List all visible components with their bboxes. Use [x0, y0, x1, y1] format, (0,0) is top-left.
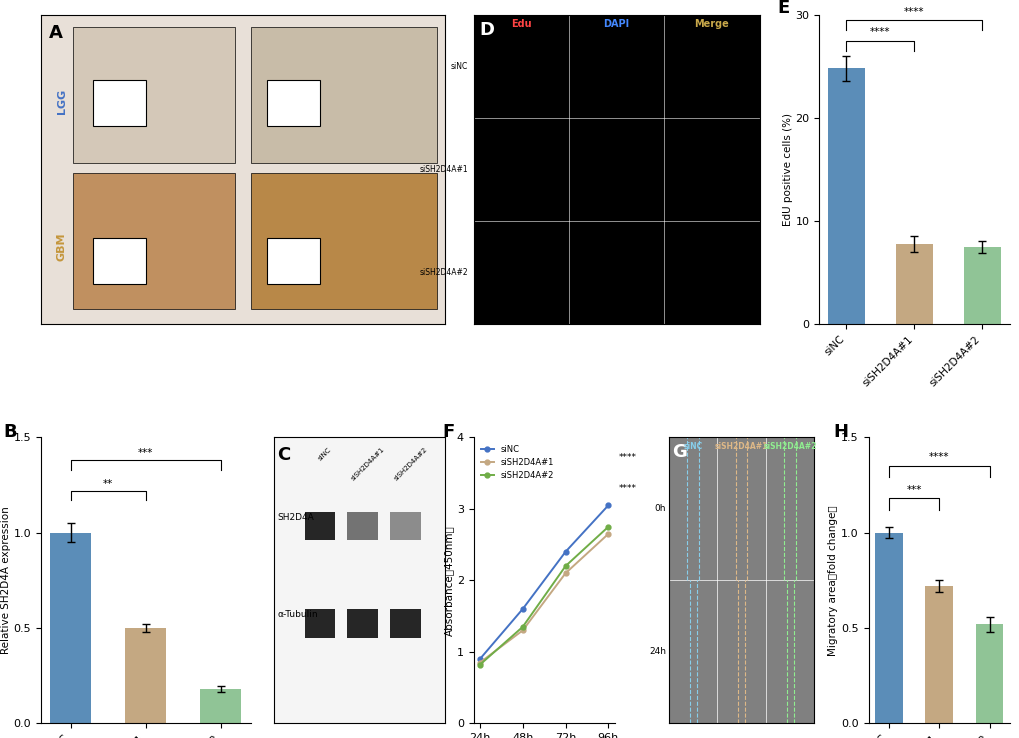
Y-axis label: Migratory area（fold change）: Migratory area（fold change） — [827, 505, 838, 655]
FancyBboxPatch shape — [267, 80, 320, 126]
Text: ***: *** — [138, 449, 153, 458]
Text: G: G — [672, 444, 686, 461]
Text: DAPI: DAPI — [603, 19, 629, 30]
siSH2D4A#2 — [601, 523, 613, 531]
Bar — [895, 244, 932, 324]
siSH2D4A#1 — [558, 569, 571, 578]
FancyBboxPatch shape — [73, 173, 234, 309]
Text: α-Tubulin: α-Tubulin — [277, 610, 317, 619]
Line: siSH2D4A#2: siSH2D4A#2 — [477, 524, 610, 667]
Text: C: C — [277, 446, 290, 464]
Text: ****: **** — [903, 7, 924, 17]
siSH2D4A#2 — [517, 622, 529, 631]
Text: siNC: siNC — [450, 62, 468, 71]
siSH2D4A#1 — [601, 529, 613, 538]
Text: siSH2D4A#2: siSH2D4A#2 — [763, 442, 816, 451]
Text: siNC: siNC — [683, 442, 702, 451]
Line: siSH2D4A#1: siSH2D4A#1 — [477, 531, 610, 665]
Line: siNC: siNC — [477, 503, 610, 661]
siSH2D4A#1 — [517, 626, 529, 635]
Text: E: E — [776, 0, 789, 17]
Text: siNC: siNC — [317, 446, 332, 461]
Text: siSH2D4A#1: siSH2D4A#1 — [714, 442, 767, 451]
Legend: siNC, siSH2D4A#1, siSH2D4A#2: siNC, siSH2D4A#1, siSH2D4A#2 — [477, 441, 556, 483]
siSH2D4A#1 — [474, 658, 486, 667]
Text: ****: **** — [869, 27, 890, 38]
FancyBboxPatch shape — [347, 511, 378, 540]
Bar — [827, 69, 864, 324]
Text: Merge: Merge — [694, 19, 729, 30]
FancyBboxPatch shape — [305, 511, 335, 540]
FancyBboxPatch shape — [73, 27, 234, 163]
FancyBboxPatch shape — [390, 609, 421, 638]
Text: ****: **** — [928, 452, 949, 462]
Bar — [125, 628, 166, 723]
Text: F: F — [442, 423, 454, 441]
Text: LGG: LGG — [57, 89, 67, 114]
FancyBboxPatch shape — [251, 27, 437, 163]
siNC — [558, 548, 571, 556]
Y-axis label: Absorbance（450nm）: Absorbance（450nm） — [443, 525, 453, 635]
Text: ***: *** — [906, 485, 921, 494]
Bar — [50, 533, 92, 723]
Text: siSH2D4A#2: siSH2D4A#2 — [393, 446, 428, 482]
Text: GBM: GBM — [57, 232, 67, 261]
Text: SH2D4A: SH2D4A — [277, 513, 314, 522]
siSH2D4A#2 — [474, 661, 486, 669]
FancyBboxPatch shape — [347, 609, 378, 638]
Text: siSH2D4A#2: siSH2D4A#2 — [419, 268, 468, 277]
Text: ****: **** — [619, 484, 636, 494]
siNC — [601, 501, 613, 510]
Bar — [963, 247, 1001, 324]
FancyBboxPatch shape — [251, 173, 437, 309]
Text: siSH2D4A#1: siSH2D4A#1 — [419, 165, 468, 174]
Text: **: ** — [103, 479, 113, 489]
Text: siSH2D4A#1: siSH2D4A#1 — [350, 446, 385, 482]
Bar — [975, 624, 1003, 723]
Bar — [200, 689, 240, 723]
FancyBboxPatch shape — [390, 511, 421, 540]
FancyBboxPatch shape — [267, 238, 320, 284]
Bar — [924, 586, 952, 723]
Text: H: H — [833, 423, 848, 441]
Text: B: B — [3, 423, 16, 441]
FancyBboxPatch shape — [94, 238, 146, 284]
siSH2D4A#2 — [558, 562, 571, 570]
Bar — [874, 533, 902, 723]
Text: 0h: 0h — [654, 504, 665, 514]
Text: D: D — [479, 21, 494, 39]
siNC — [474, 655, 486, 663]
FancyBboxPatch shape — [94, 80, 146, 126]
siNC — [517, 604, 529, 613]
Y-axis label: Relative SH2D4A expression: Relative SH2D4A expression — [1, 506, 10, 654]
Text: 24h: 24h — [648, 647, 665, 656]
Text: Edu: Edu — [511, 19, 531, 30]
Y-axis label: EdU positive cells (%): EdU positive cells (%) — [782, 113, 792, 226]
Text: A: A — [49, 24, 63, 42]
FancyBboxPatch shape — [305, 609, 335, 638]
Text: ****: **** — [619, 453, 636, 462]
